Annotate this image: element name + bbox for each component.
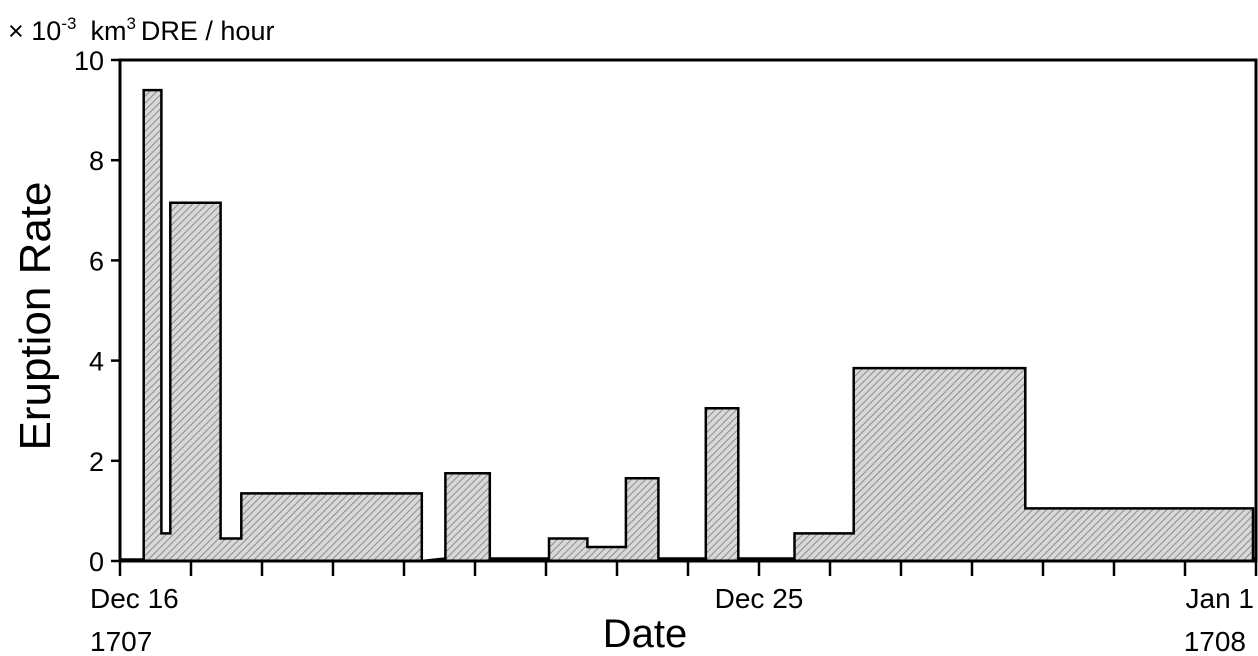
y-tick-label: 2 [89, 447, 104, 477]
x-date-label: Dec 25 [715, 583, 804, 614]
y-tick-label: 8 [89, 146, 104, 176]
unit-km: km [90, 16, 126, 46]
x-date-label: Jan 1 [1186, 583, 1255, 614]
plot-frame [120, 60, 1256, 561]
y-tick-label: 10 [74, 46, 104, 76]
y-axis-label: Eruption Rate [11, 181, 60, 450]
eruption-rate-area [120, 90, 1256, 561]
area-layer [120, 90, 1256, 561]
unit-exponent: -3 [61, 14, 76, 33]
x-date-label: Dec 16 [90, 583, 179, 614]
x-year-label: 1708 [1184, 626, 1246, 656]
y-tick-label: 4 [89, 347, 104, 377]
unit-label: × 10-3 km3 DRE / hour [8, 14, 274, 46]
x-axis-ticks [120, 561, 1256, 576]
unit-prefix: × 10 [8, 16, 61, 46]
x-axis-label: Date [603, 612, 688, 656]
y-tick-label: 0 [89, 547, 104, 577]
eruption-rate-line [120, 90, 1256, 561]
unit-suffix: DRE / hour [141, 16, 275, 46]
y-axis-ticks: 0 2 4 6 8 10 [74, 46, 120, 577]
x-year-label: 1707 [90, 626, 152, 656]
unit-km-exponent: 3 [126, 14, 135, 33]
y-tick-label: 6 [89, 246, 104, 276]
